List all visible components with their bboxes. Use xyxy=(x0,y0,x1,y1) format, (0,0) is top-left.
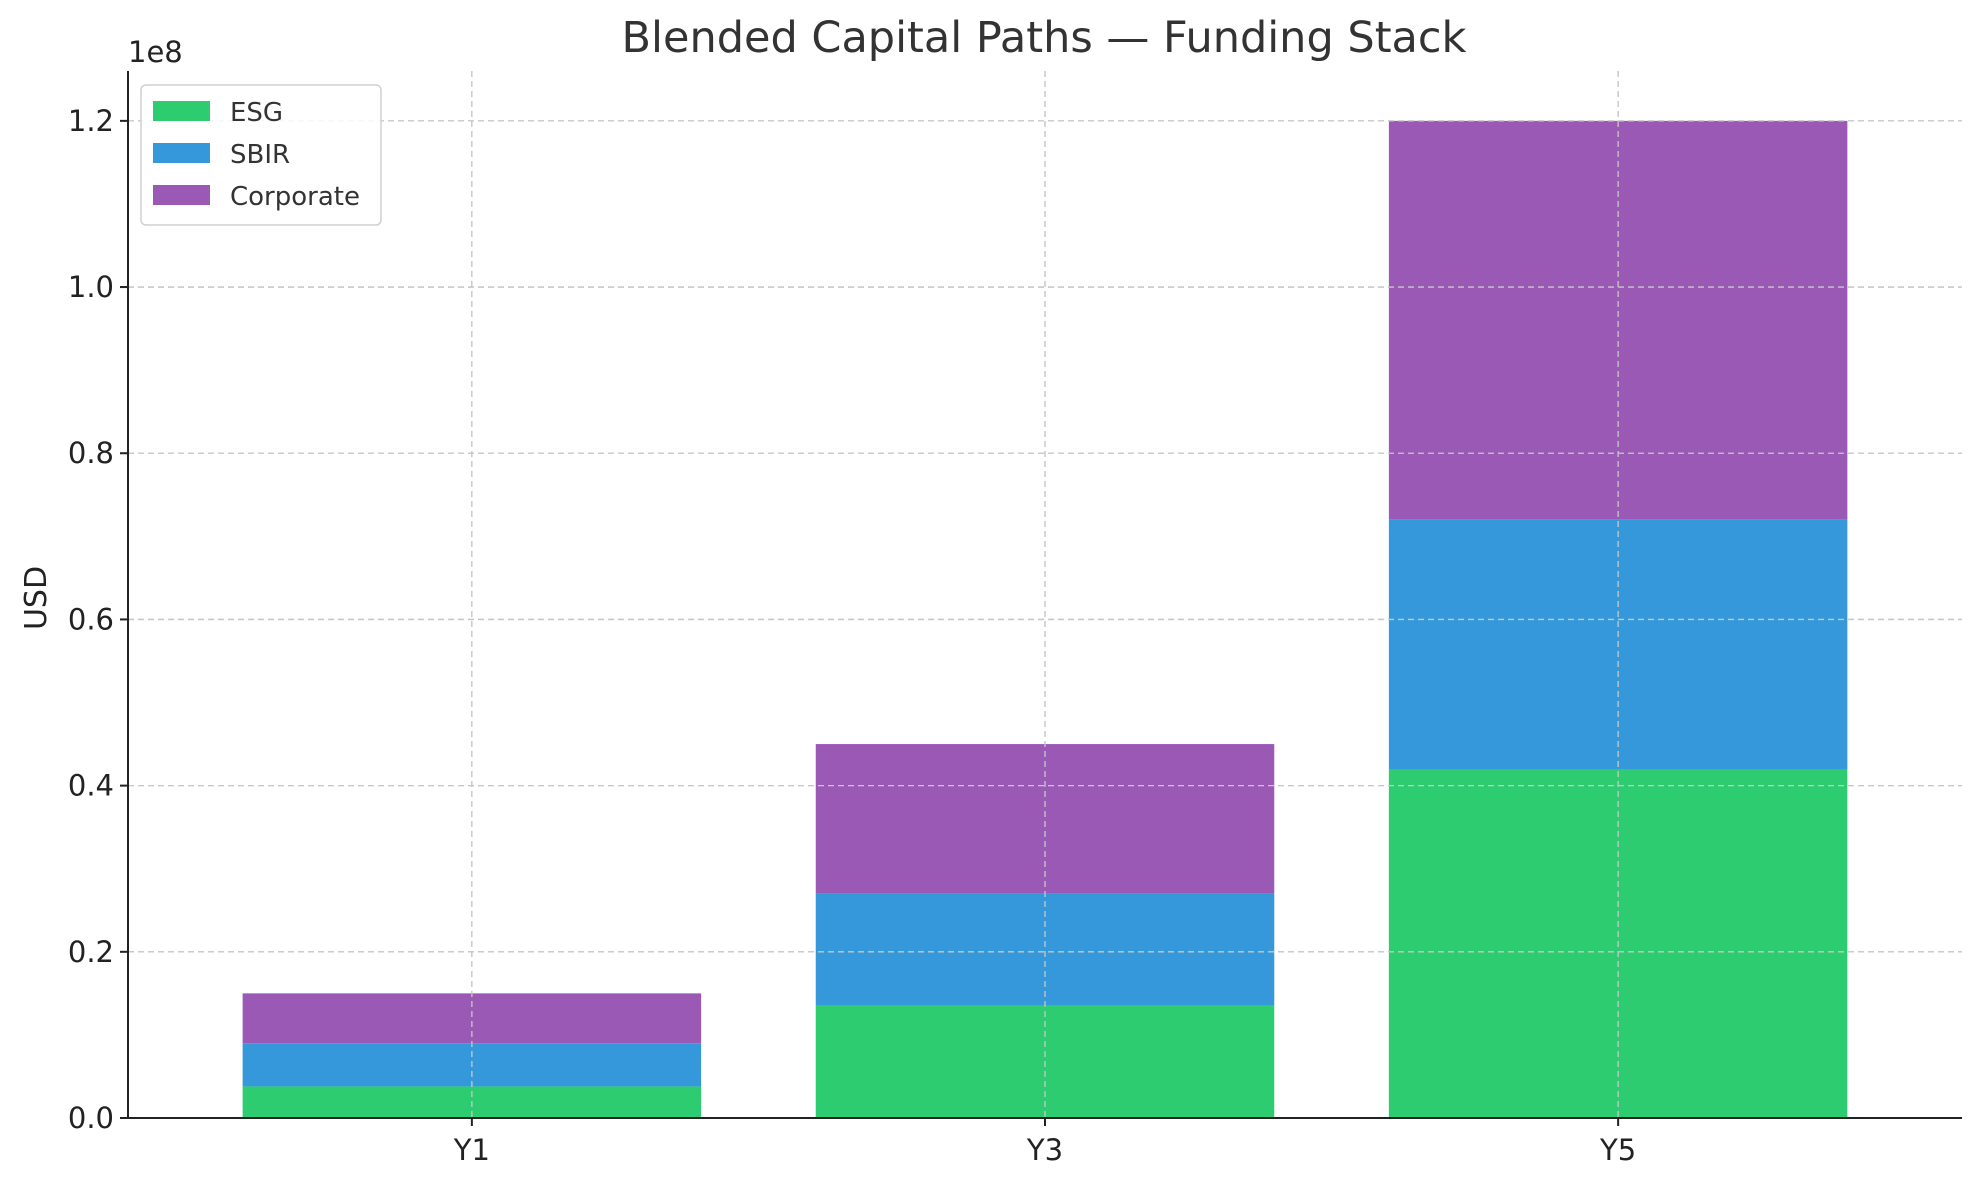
bar-corporate-y3 xyxy=(815,744,1275,894)
y-tick-label-3: 0.6 xyxy=(68,602,114,636)
y-tick-label-0: 0.0 xyxy=(68,1101,114,1135)
legend-label-corporate: Corporate xyxy=(230,182,360,212)
bars xyxy=(128,71,1962,1119)
y-axis-label: USD xyxy=(19,566,54,630)
x-tick-label-1: Y3 xyxy=(1026,1133,1063,1167)
legend-label-esg: ESG xyxy=(230,98,283,128)
y-axis-offset-label: 1e8 xyxy=(128,35,183,69)
legend-label-sbir: SBIR xyxy=(230,140,290,170)
legend-swatch-esg xyxy=(153,101,210,121)
bar-sbir-y3 xyxy=(815,893,1275,1006)
axes xyxy=(120,71,1962,1126)
legend: ESG SBIR Corporate xyxy=(140,84,382,226)
x-tick-label-2: Y5 xyxy=(1599,1133,1636,1167)
bar-corporate-y5 xyxy=(1388,120,1848,520)
y-tick-label-1: 0.2 xyxy=(68,935,114,969)
legend-swatch-corporate xyxy=(153,185,210,205)
x-tick-label-0: Y1 xyxy=(453,1133,490,1167)
tick-labels: 0.0 0.2 0.4 0.6 0.8 1.0 1.2 Y1 Y3 Y5 xyxy=(68,104,1636,1167)
y-tick-label-6: 1.2 xyxy=(68,104,114,138)
legend-swatch-sbir xyxy=(153,143,210,163)
y-tick-label-4: 0.8 xyxy=(68,436,114,470)
chart-title: Blended Capital Paths — Funding Stack xyxy=(622,13,1467,63)
y-tick-label-5: 1.0 xyxy=(68,270,114,304)
y-tick-label-2: 0.4 xyxy=(68,769,114,803)
